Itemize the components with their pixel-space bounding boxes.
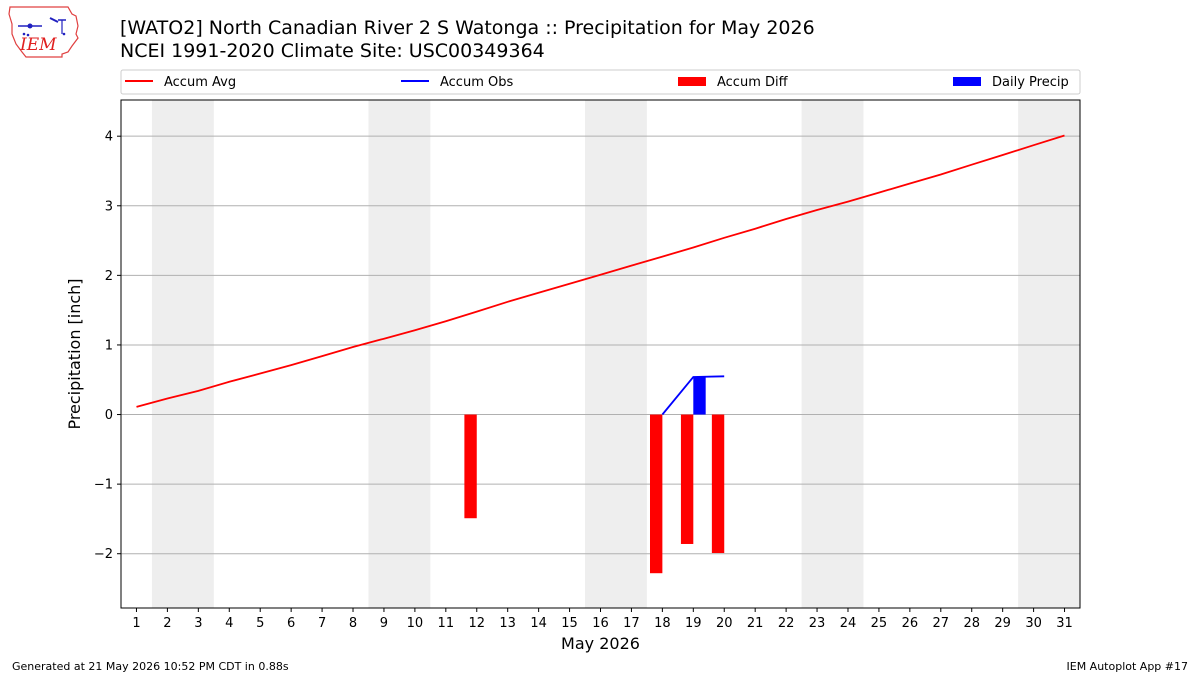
y-tick-label: −1 bbox=[94, 478, 113, 493]
accum-avg-line bbox=[136, 134, 1065, 408]
x-tick-label: 22 bbox=[778, 616, 795, 631]
y-tick-label: 4 bbox=[105, 130, 113, 145]
generated-timestamp: Generated at 21 May 2026 10:52 PM CDT in… bbox=[12, 660, 289, 673]
x-tick-label: 24 bbox=[840, 616, 857, 631]
x-tick-label: 23 bbox=[809, 616, 826, 631]
x-tick-label: 15 bbox=[561, 616, 578, 631]
legend-item: Daily Precip bbox=[953, 75, 1069, 90]
accum-diff-bar bbox=[680, 414, 694, 544]
x-tick-label: 31 bbox=[1056, 616, 1073, 631]
y-tick-label: 2 bbox=[105, 269, 113, 284]
logo-text: IEM bbox=[19, 35, 57, 55]
weekend-shading bbox=[151, 100, 1080, 608]
legend-swatch bbox=[953, 77, 981, 86]
x-axis-title: May 2026 bbox=[561, 634, 640, 653]
x-tick-label: 27 bbox=[933, 616, 950, 631]
accum-obs-line bbox=[661, 375, 725, 416]
legend-swatch bbox=[678, 77, 706, 86]
x-tick-label: 1 bbox=[132, 616, 140, 631]
y-tick-label: 0 bbox=[105, 408, 113, 423]
weekend-band bbox=[368, 100, 431, 608]
x-tick-label: 13 bbox=[499, 616, 516, 631]
x-tick-label: 28 bbox=[963, 616, 980, 631]
x-tick-label: 8 bbox=[349, 616, 357, 631]
accum-diff-bar bbox=[649, 414, 663, 574]
x-tick-label: 26 bbox=[902, 616, 919, 631]
x-tick-label: 29 bbox=[994, 616, 1011, 631]
weekend-band bbox=[151, 100, 214, 608]
y-tick-label: 1 bbox=[105, 338, 113, 353]
accum-diff-bar bbox=[711, 414, 725, 554]
x-tick-label: 7 bbox=[318, 616, 326, 631]
legend-item: Accum Diff bbox=[678, 75, 789, 90]
legend-label: Accum Avg bbox=[164, 75, 236, 90]
y-tick-label: −2 bbox=[94, 547, 113, 562]
weekend-band bbox=[1018, 100, 1080, 608]
y-axis-title: Precipitation [inch] bbox=[65, 278, 84, 429]
legend-box bbox=[120, 69, 1081, 95]
y-axis: −2 −1 0 1 2 3 4 Precipitation [inch] bbox=[65, 130, 121, 562]
x-tick-label: 2 bbox=[163, 616, 171, 631]
daily-precip-bar bbox=[693, 376, 706, 415]
chart-subtitle: NCEI 1991-2020 Climate Site: USC00349364 bbox=[120, 40, 545, 62]
y-tick-label: 3 bbox=[105, 199, 113, 214]
x-tick-label: 25 bbox=[871, 616, 888, 631]
x-tick-label: 16 bbox=[592, 616, 609, 631]
x-axis: 1 2 3 4 5 6 7 8 9 10 11 12 13 14 15 16 17 18 19 20 21 22 23 24 2… bbox=[132, 608, 1073, 653]
legend-label: Accum Diff bbox=[717, 75, 789, 90]
app-label: IEM Autoplot App #17 bbox=[1066, 660, 1189, 673]
accum-diff-bar bbox=[464, 414, 477, 519]
legend-item: Accum Obs bbox=[401, 75, 513, 90]
x-tick-label: 11 bbox=[438, 616, 455, 631]
x-tick-label: 21 bbox=[747, 616, 764, 631]
x-tick-label: 17 bbox=[623, 616, 640, 631]
x-tick-label: 14 bbox=[530, 616, 547, 631]
x-tick-label: 6 bbox=[287, 616, 295, 631]
x-tick-label: 9 bbox=[380, 616, 388, 631]
chart-title: [WATO2] North Canadian River 2 S Watonga… bbox=[120, 17, 815, 39]
x-tick-label: 3 bbox=[194, 616, 202, 631]
x-tick-label: 20 bbox=[716, 616, 733, 631]
x-tick-label: 18 bbox=[654, 616, 671, 631]
x-tick-label: 30 bbox=[1025, 616, 1042, 631]
weekend-band bbox=[801, 100, 864, 608]
x-tick-label: 12 bbox=[468, 616, 485, 631]
accum-diff-bars bbox=[464, 414, 725, 574]
legend: Accum Avg Accum Obs Accum Diff Daily Precip bbox=[120, 69, 1081, 95]
x-tick-label: 19 bbox=[685, 616, 702, 631]
x-tick-label: 10 bbox=[407, 616, 424, 631]
legend-item: Accum Avg bbox=[125, 75, 236, 90]
legend-label: Daily Precip bbox=[992, 75, 1069, 90]
x-tick-label: 5 bbox=[256, 616, 264, 631]
iem-logo: IEM bbox=[6, 4, 82, 64]
weekend-band bbox=[585, 100, 647, 608]
x-tick-label: 4 bbox=[225, 616, 233, 631]
daily-precip-bars bbox=[693, 376, 706, 415]
legend-label: Accum Obs bbox=[440, 75, 513, 90]
